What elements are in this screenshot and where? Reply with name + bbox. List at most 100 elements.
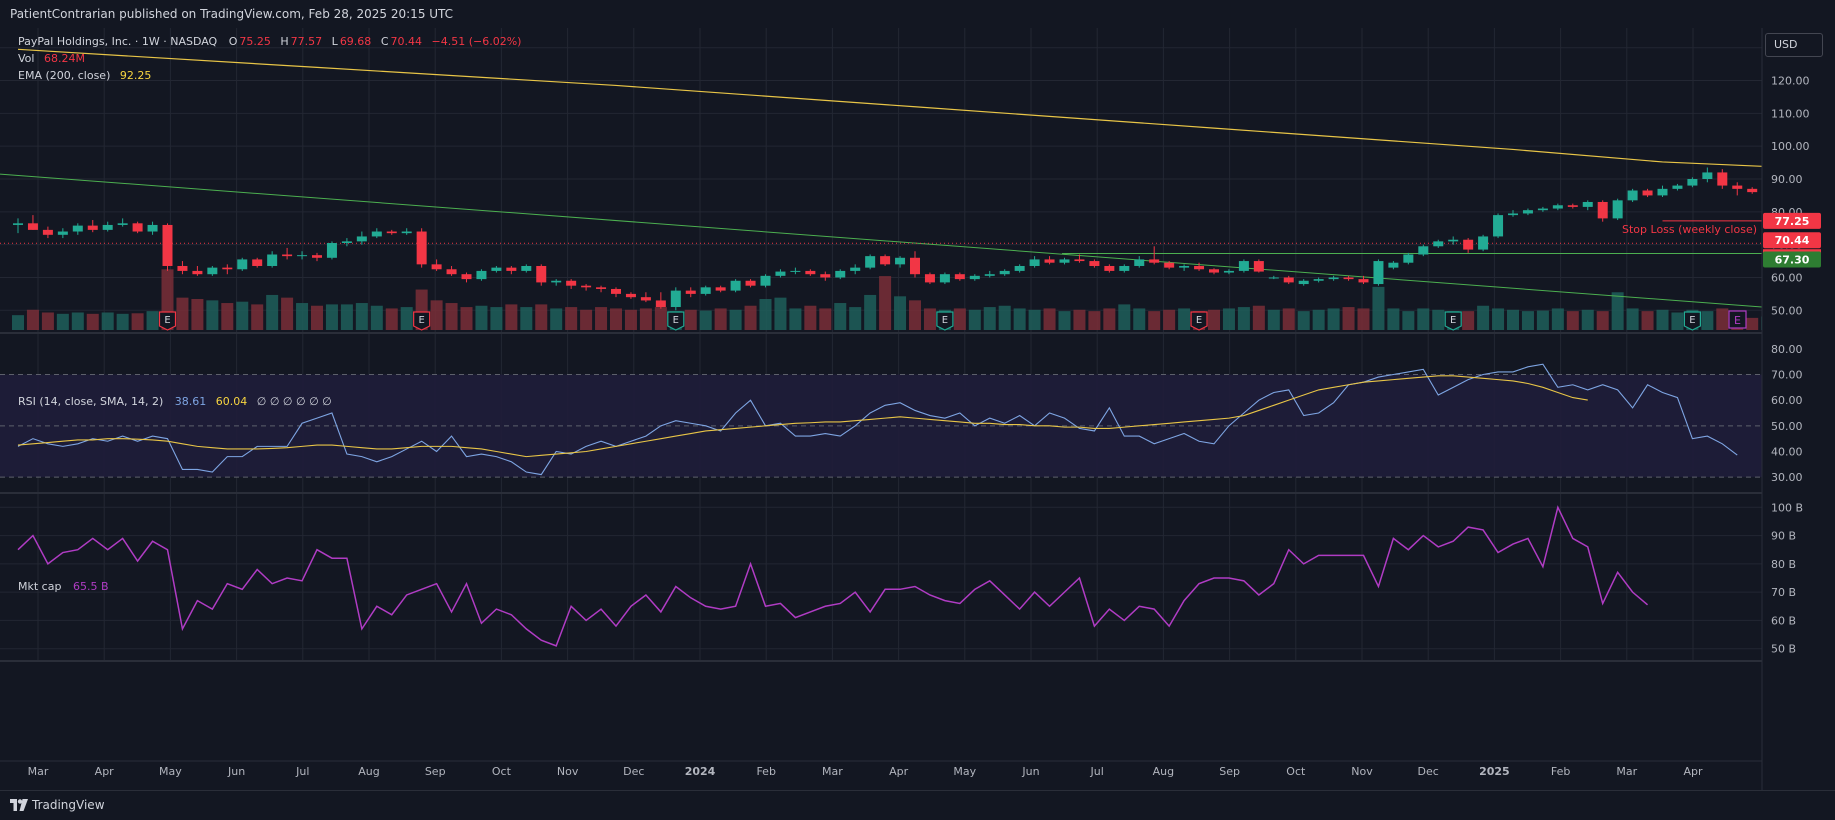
- x-tick-label: May: [159, 765, 182, 778]
- volume-bar: [625, 310, 637, 330]
- candle-body: [1418, 246, 1428, 254]
- volume-bar: [1701, 311, 1713, 330]
- candle-body: [895, 258, 905, 265]
- candle-body: [1314, 279, 1324, 281]
- volume-bar: [999, 306, 1011, 330]
- candle-body: [1344, 277, 1354, 279]
- volume-bar: [117, 314, 129, 330]
- volume-bar: [1507, 310, 1519, 330]
- candle-body: [671, 291, 681, 307]
- x-tick-label: Oct: [1286, 765, 1306, 778]
- rsi-value: 38.61: [175, 395, 207, 408]
- volume-bar: [1537, 311, 1549, 330]
- y-tick-label: 90.00: [1771, 173, 1803, 186]
- candle-body: [1194, 266, 1204, 269]
- volume-bar: [251, 304, 263, 330]
- volume-bar: [1492, 308, 1504, 330]
- candle-body: [865, 256, 875, 267]
- mktcap-label[interactable]: Mkt cap: [18, 580, 61, 593]
- earnings-marker-label: E: [1450, 315, 1456, 326]
- volume-bar: [1642, 311, 1654, 330]
- candle-body: [1074, 259, 1084, 261]
- candle-body: [297, 255, 307, 256]
- volume-bar: [1283, 308, 1295, 330]
- candle-body: [73, 226, 83, 232]
- tradingview-logo-icon[interactable]: [10, 799, 28, 811]
- volume-bar: [1059, 311, 1071, 330]
- candle-body: [1089, 261, 1099, 266]
- y-tick-label: 80.00: [1771, 343, 1803, 356]
- candle-body: [1433, 241, 1443, 246]
- volume-bar: [1268, 310, 1280, 330]
- rsi-label[interactable]: RSI (14, close, SMA, 14, 2): [18, 395, 163, 408]
- candle-body: [970, 276, 980, 279]
- volume-bar: [1417, 308, 1429, 330]
- publish-info: PatientContrarian published on TradingVi…: [10, 7, 453, 21]
- volume-bar: [221, 303, 233, 330]
- y-tick-label: 80 B: [1771, 558, 1796, 571]
- volume-bar: [1014, 308, 1026, 330]
- x-tick-label: Aug: [358, 765, 379, 778]
- rsi-legend: RSI (14, close, SMA, 14, 2) 38.61 60.04 …: [18, 395, 334, 408]
- rsi-ma-value: 60.04: [216, 395, 248, 408]
- y-tick-label: 100 B: [1771, 501, 1803, 514]
- candle-body: [1134, 259, 1144, 266]
- volume-bar: [864, 295, 876, 330]
- last-price-badge: 70.44: [1775, 234, 1810, 247]
- volume-bar: [655, 307, 667, 330]
- candle-body: [880, 256, 890, 264]
- volume-bar: [1029, 310, 1041, 330]
- x-tick-label: Sep: [1219, 765, 1240, 778]
- y-tick-label: 120.00: [1771, 75, 1810, 88]
- x-tick-label: 2025: [1479, 765, 1510, 778]
- ema-label[interactable]: EMA (200, close): [18, 69, 110, 82]
- volume-bar: [371, 306, 383, 330]
- symbol-label[interactable]: PayPal Holdings, Inc. · 1W · NASDAQ: [18, 35, 217, 48]
- y-tick-label: 50 B: [1771, 643, 1796, 656]
- volume-bar: [789, 308, 801, 330]
- candle-body: [746, 281, 756, 286]
- volume-bar: [760, 299, 772, 330]
- volume-bar: [1477, 306, 1489, 330]
- x-tick-label: Feb: [756, 765, 775, 778]
- x-tick-label: Nov: [1351, 765, 1373, 778]
- x-tick-label: Jun: [227, 765, 245, 778]
- chart-canvas[interactable]: Stop Loss (weekly close) EEEEEEEEE 130.0…: [0, 28, 1835, 790]
- volume-bar: [296, 303, 308, 330]
- volume-bar: [1133, 308, 1145, 330]
- high-label: H: [280, 35, 288, 48]
- change-value: −4.51 (−6.02%): [432, 35, 522, 48]
- volume-bar: [984, 307, 996, 330]
- low-label: L: [332, 35, 338, 48]
- volume-bar: [176, 298, 188, 330]
- candle-body: [1254, 261, 1264, 272]
- volume-bar: [849, 307, 861, 330]
- y-tick-label: 60.00: [1771, 394, 1803, 407]
- volume-bar: [1223, 308, 1235, 330]
- volume-bar: [1358, 308, 1370, 330]
- candle-body: [1164, 263, 1174, 268]
- volume-label[interactable]: Vol: [18, 52, 34, 65]
- candle-body: [252, 259, 262, 266]
- volume-bar: [102, 312, 114, 330]
- candle-body: [581, 286, 591, 288]
- candle-body: [1687, 179, 1697, 186]
- candle-body: [58, 232, 68, 235]
- y-tick-label: 90 B: [1771, 530, 1796, 543]
- y-tick-label: 70.00: [1771, 369, 1803, 382]
- volume-bar: [1387, 308, 1399, 330]
- candle-body: [731, 281, 741, 291]
- volume-bar: [1567, 311, 1579, 330]
- currency-button[interactable]: USD: [1765, 33, 1823, 57]
- candle-body: [1209, 269, 1219, 272]
- candle-body: [1643, 190, 1653, 195]
- volume-bar: [1462, 311, 1474, 330]
- footer-brand[interactable]: TradingView: [32, 798, 105, 812]
- volume-bar: [461, 307, 473, 330]
- x-tick-label: Oct: [492, 765, 512, 778]
- top-bar: PatientContrarian published on TradingVi…: [0, 0, 1835, 29]
- volume-bar: [640, 308, 652, 330]
- candle-body: [1538, 209, 1548, 211]
- candle-body: [1658, 189, 1668, 196]
